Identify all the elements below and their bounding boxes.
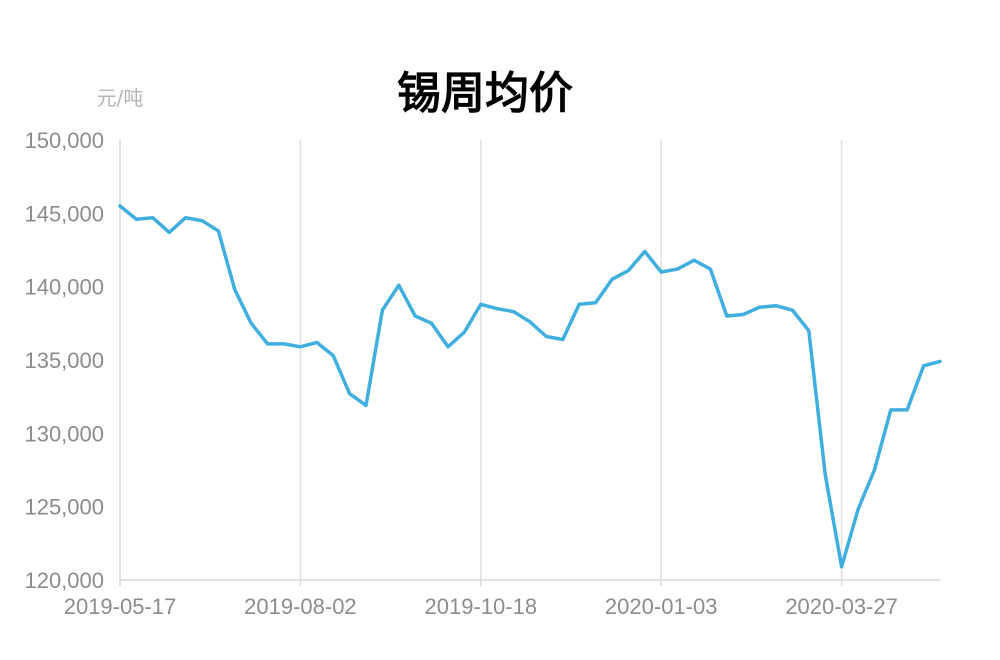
y-tick-label: 145,000 (24, 201, 104, 226)
data-point (184, 216, 188, 220)
data-point (266, 342, 270, 346)
y-tick-label: 150,000 (24, 128, 104, 153)
data-point (495, 307, 499, 311)
y-tick-label: 130,000 (24, 421, 104, 446)
data-point (889, 408, 893, 412)
data-point (462, 330, 466, 334)
data-point (233, 288, 237, 292)
data-point (446, 345, 450, 349)
data-point (479, 302, 483, 306)
data-point (151, 216, 155, 220)
y-axis-unit: 元/吨 (97, 86, 144, 110)
x-tick-label: 2019-08-02 (244, 594, 357, 619)
data-point (167, 230, 171, 234)
data-point (905, 408, 909, 412)
y-tick-label: 120,000 (24, 568, 104, 593)
data-point (626, 269, 630, 273)
data-point (872, 468, 876, 472)
y-tick-label: 125,000 (24, 495, 104, 520)
x-tick-label: 2019-10-18 (425, 594, 538, 619)
data-point (512, 310, 516, 314)
data-point (840, 565, 844, 569)
data-point (364, 403, 368, 407)
data-point (659, 270, 663, 274)
data-point (692, 258, 696, 262)
series-group (118, 204, 942, 569)
data-point (118, 204, 122, 208)
data-point (741, 313, 745, 317)
data-point (134, 217, 138, 221)
y-tick-label: 140,000 (24, 275, 104, 300)
data-point (282, 342, 286, 346)
y-tick-label: 135,000 (24, 348, 104, 373)
data-point (938, 359, 942, 363)
gridlines (299, 140, 843, 580)
data-point (922, 364, 926, 368)
data-point (823, 472, 827, 476)
series-line (118, 204, 942, 569)
data-point (708, 267, 712, 271)
data-point (528, 320, 532, 324)
data-point (594, 301, 598, 305)
x-tick-label: 2020-01-03 (605, 594, 718, 619)
x-axis-ticks: 2019-05-17 2019-08-02 2019-10-18 2020-01-03… (64, 580, 898, 619)
data-point (676, 267, 680, 271)
x-tick-label: 2020-03-27 (785, 594, 898, 619)
x-tick-label: 2019-05-17 (64, 594, 177, 619)
data-point (348, 392, 352, 396)
data-point (643, 249, 647, 253)
data-point (544, 335, 548, 339)
data-point (380, 308, 384, 312)
data-point (725, 314, 729, 318)
data-point (331, 354, 335, 358)
y-axis-ticks: 150,000 145,000 140,000 135,000 130,000 125,0… (24, 128, 104, 593)
data-point (413, 314, 417, 318)
data-point (807, 329, 811, 333)
data-point (298, 345, 302, 349)
data-point (200, 219, 204, 223)
data-point (856, 508, 860, 512)
data-point (430, 321, 434, 325)
data-point (774, 304, 778, 308)
data-point (561, 337, 565, 341)
data-point (577, 302, 581, 306)
data-point (315, 340, 319, 344)
data-point (216, 229, 220, 233)
data-point (249, 321, 253, 325)
chart-title: 锡周均价 (397, 68, 573, 119)
data-point (397, 283, 401, 287)
data-point (758, 305, 762, 309)
data-point (790, 308, 794, 312)
data-point (610, 277, 614, 281)
